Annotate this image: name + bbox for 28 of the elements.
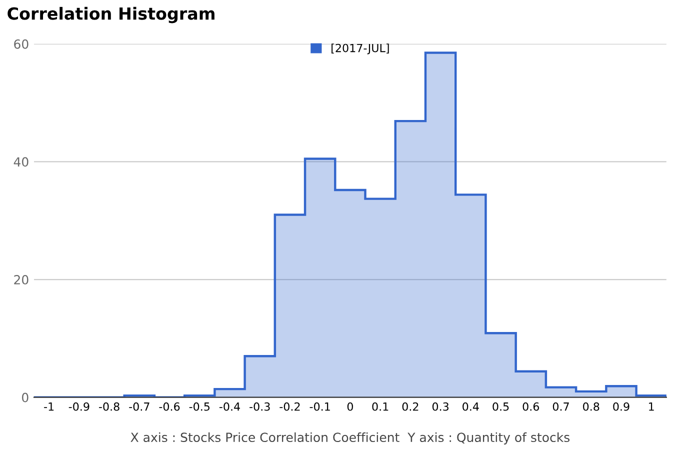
y-tick-label: 0 xyxy=(22,392,28,402)
x-tick-label: -1 xyxy=(44,402,54,411)
x-tick-label: -0.9 xyxy=(68,402,90,411)
x-tick-label: -0.2 xyxy=(280,402,300,411)
y-tick-label: 20 xyxy=(14,274,28,284)
y-tick-label: 60 xyxy=(14,39,28,49)
x-tick-label: 0 xyxy=(347,402,353,411)
x-tick-label: -0.7 xyxy=(129,402,150,411)
x-tick-label: 0.7 xyxy=(552,402,569,411)
chart-title: Correlation Histogram xyxy=(8,6,214,24)
x-tick-label: -0.8 xyxy=(98,402,120,411)
x-tick-label: -0.6 xyxy=(159,402,180,411)
x-tick-label: 0.2 xyxy=(402,402,418,411)
x-tick-label: 0.5 xyxy=(492,402,509,411)
x-tick-label: 0.9 xyxy=(613,402,630,411)
x-tick-label: 0.1 xyxy=(372,402,388,411)
x-tick-label: -0.5 xyxy=(189,402,210,411)
y-tick-label: 40 xyxy=(14,157,28,167)
x-tick-label: 0.3 xyxy=(432,402,448,411)
x-axis-title: X axis : Stocks Price Correlation Coefficient Y axis : Quantity of stocks xyxy=(130,432,570,444)
x-tick-label: 0.4 xyxy=(462,402,479,411)
x-tick-label: 1 xyxy=(649,402,654,411)
x-tick-label: -0.4 xyxy=(219,402,240,411)
x-tick-label: -0.3 xyxy=(250,402,270,411)
x-tick-label: -0.1 xyxy=(310,402,330,411)
legend-label: [2017-JUL] xyxy=(332,44,389,54)
x-tick-label: 0.8 xyxy=(583,402,600,411)
x-tick-label: 0.6 xyxy=(522,402,540,411)
